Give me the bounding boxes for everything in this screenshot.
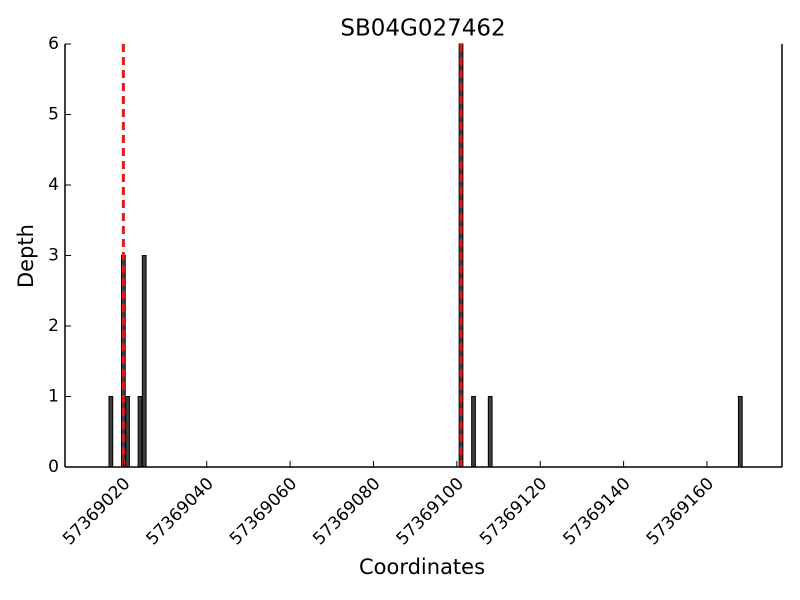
y-tick-label: 0 [48, 457, 59, 477]
y-tick-label: 4 [48, 175, 59, 195]
y-tick-label: 1 [48, 387, 59, 407]
y-tick-label: 3 [48, 246, 59, 266]
y-axis-label: Depth [14, 224, 38, 288]
x-axis-label: Coordinates [359, 555, 485, 579]
bar [137, 396, 143, 468]
y-tick-label: 2 [48, 316, 59, 336]
y-tick-label: 5 [48, 105, 59, 125]
bar [471, 396, 476, 468]
bar [737, 396, 743, 468]
chart-title: SB04G027462 [340, 16, 505, 42]
bar [487, 396, 493, 468]
bar [141, 255, 147, 468]
bar [125, 396, 130, 468]
y-tick-label: 6 [48, 34, 59, 54]
bar [108, 396, 114, 468]
